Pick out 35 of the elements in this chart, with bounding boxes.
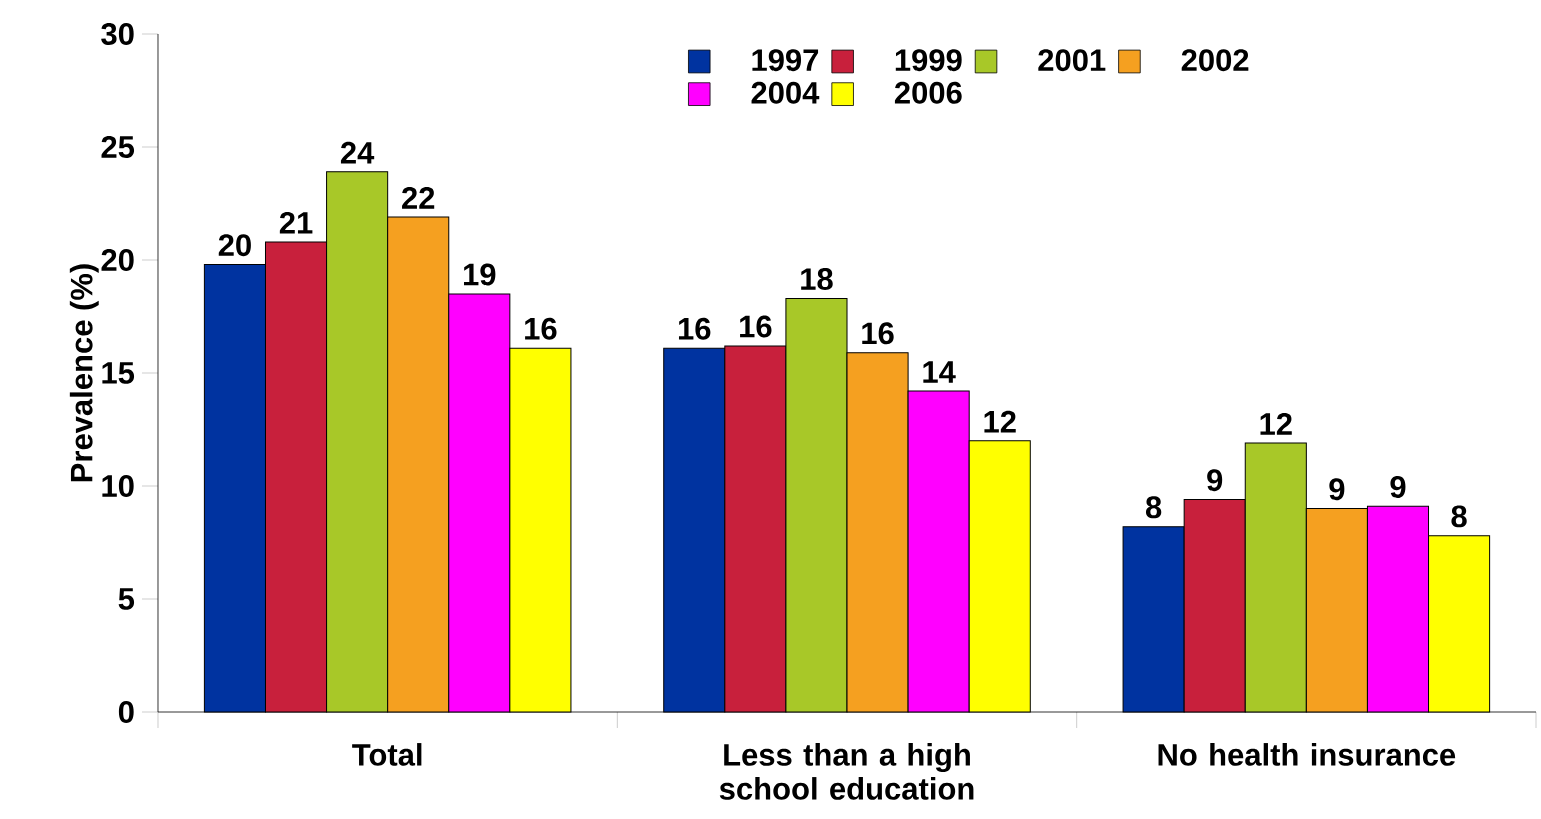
x-tick-label: Total [352,743,422,766]
legend-label: 2006 [894,81,962,104]
y-tick-label: 25 [101,136,135,158]
data-label: 19 [464,263,496,286]
data-label: 22 [402,187,435,209]
y-tick-label: 10 [102,475,134,497]
data-label: 9 [1390,476,1406,498]
y-tick-label: 15 [102,362,135,384]
legend-label: 1999 [895,49,962,72]
data-label: 14 [923,361,956,383]
data-label: 8 [1145,496,1162,519]
data-label: 16 [678,317,711,340]
legend-label: 2002 [1181,49,1249,72]
data-label: 9 [1207,469,1223,492]
legend-label: 2004 [751,81,820,104]
data-label: 8 [1451,505,1467,528]
y-tick-label: 30 [101,23,134,45]
legend-label: 2001 [1038,49,1106,72]
data-label: 16 [862,322,894,345]
data-label: 12 [984,410,1016,433]
y-tick-label: 0 [118,701,134,723]
y-axis-title: Prevalence (%) [69,264,99,482]
x-tick-label: No health insurance [1158,743,1456,766]
data-label: 20 [218,234,251,257]
data-label: 16 [525,317,557,340]
data-label: 12 [1260,413,1292,435]
data-label: 9 [1329,478,1345,501]
legend-label: 1997 [752,49,819,72]
y-tick-label: 5 [118,588,135,610]
data-label: 16 [740,315,772,338]
data-label: 24 [340,141,375,164]
data-label: 18 [801,268,833,291]
y-tick-label: 20 [101,249,134,271]
x-tick-label: Less than a high school education [719,743,974,800]
data-label: 21 [279,211,313,234]
